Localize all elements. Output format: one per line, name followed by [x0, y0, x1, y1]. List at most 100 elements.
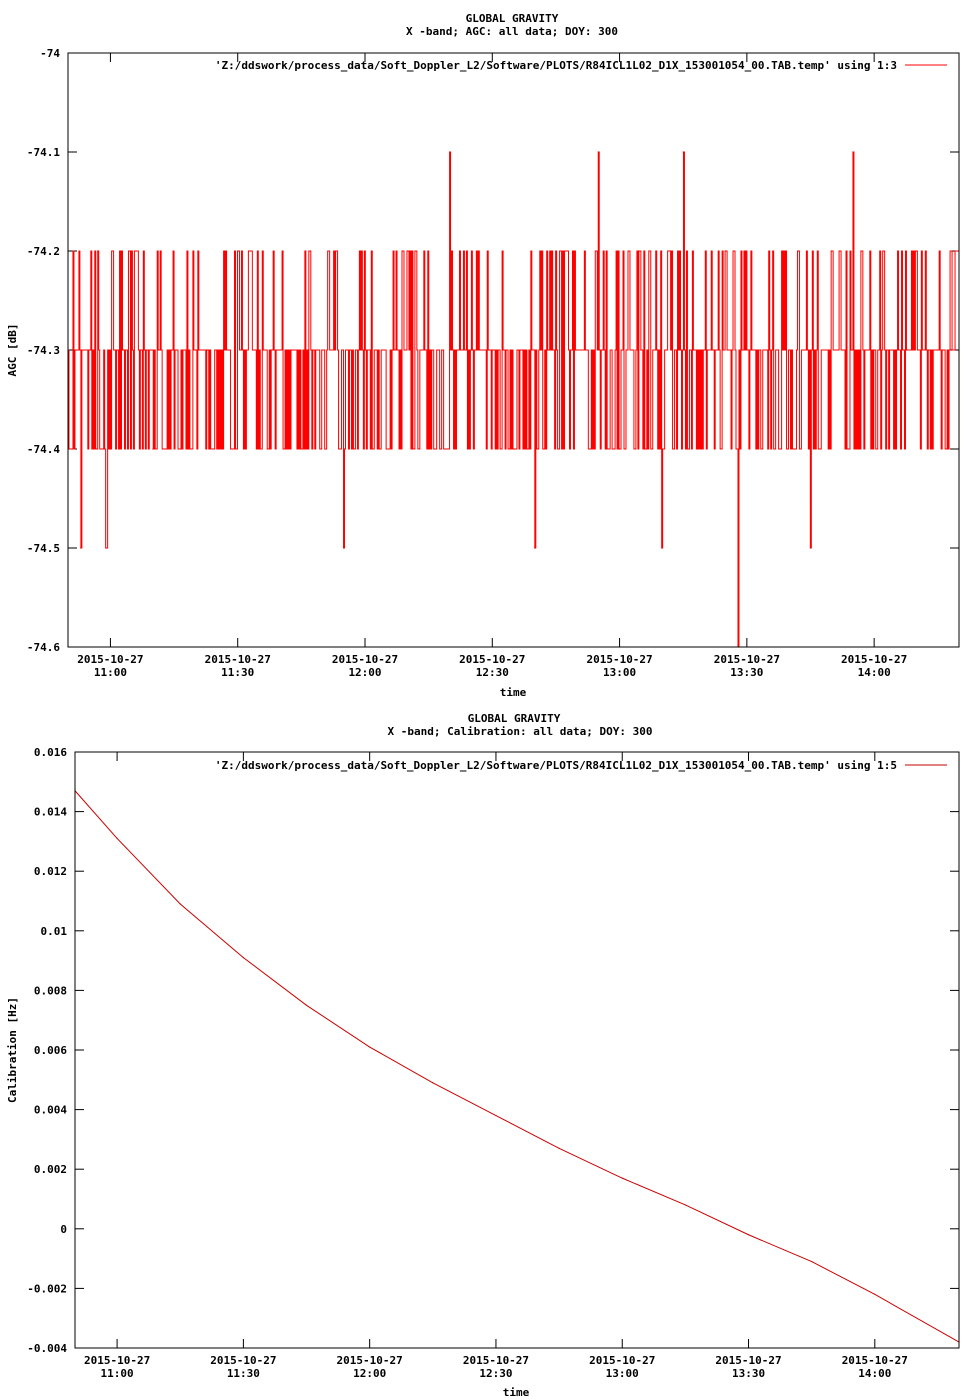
data-point	[682, 151, 684, 153]
data-point	[305, 1004, 308, 1006]
data-point	[343, 547, 345, 549]
chart-subtitle: X -band; Calibration: all data; DOY: 300	[388, 725, 653, 738]
data-point	[873, 349, 875, 351]
data-point	[874, 1293, 876, 1295]
data-point	[534, 547, 536, 549]
x-tick-label-time: 12:30	[476, 666, 509, 679]
data-point	[92, 448, 95, 450]
data-point	[809, 547, 812, 549]
plot-area	[74, 790, 960, 1343]
data-point	[406, 250, 409, 252]
x-tick-label-time: 14:00	[858, 666, 891, 679]
x-tick-label-date: 2015-10-27	[463, 1354, 529, 1367]
data-point	[555, 250, 557, 252]
x-tick-label-time: 11:00	[101, 1367, 134, 1380]
x-tick-label-time: 13:30	[730, 666, 763, 679]
x-tick-label-date: 2015-10-27	[586, 653, 652, 666]
y-ticks: 0.016 0.014 0.012 0.01 0.008 0.006 0.004 0.002 0…	[27, 746, 959, 1355]
data-point	[179, 903, 181, 905]
agc-chart: GLOBAL GRAVITY X -band; AGC: all data; D…	[6, 12, 960, 699]
series-line	[74, 790, 960, 1343]
data-point	[831, 250, 833, 252]
y-tick-label: -74.4	[27, 443, 60, 456]
data-point	[118, 448, 120, 450]
data-point	[152, 448, 154, 450]
calibration-chart: GLOBAL GRAVITY X -band; Calibration: all…	[6, 712, 960, 1399]
data-point	[114, 349, 116, 351]
x-tick-label-time: 11:00	[94, 666, 127, 679]
y-tick-label: 0.016	[34, 746, 67, 759]
y-tick-label: 0.004	[34, 1104, 67, 1117]
plot-frame	[67, 52, 960, 648]
data-point	[369, 1046, 371, 1048]
chart-title: GLOBAL GRAVITY	[466, 12, 559, 25]
data-point	[684, 1204, 686, 1206]
y-tick-label: -74.3	[27, 344, 60, 357]
x-ticks: 2015-10-2711:002015-10-2711:302015-10-27…	[84, 752, 908, 1380]
data-point	[75, 349, 78, 351]
data-point	[915, 250, 918, 252]
x-ticks: 2015-10-2711:002015-10-2711:302015-10-27…	[77, 53, 907, 679]
data-point	[237, 250, 239, 252]
y-tick-label: 0.012	[34, 865, 67, 878]
y-tick-label: 0.01	[41, 925, 68, 938]
data-point	[788, 349, 790, 351]
data-point	[449, 151, 451, 153]
data-point	[122, 349, 124, 351]
y-tick-label: 0.008	[34, 984, 67, 997]
x-tick-label-time: 13:00	[606, 1367, 639, 1380]
y-tick-label: -74.2	[27, 245, 60, 258]
data-point	[80, 547, 82, 549]
y-tick-label: -0.004	[27, 1342, 67, 1355]
data-point	[109, 448, 112, 450]
x-tick-label-date: 2015-10-27	[715, 1354, 781, 1367]
data-point	[242, 957, 244, 959]
data-point	[640, 349, 642, 351]
x-tick-label-date: 2015-10-27	[77, 653, 143, 666]
legend-label: 'Z:/ddswork/process_data/Soft_Doppler_L2…	[215, 759, 897, 772]
x-tick-label-time: 11:30	[221, 666, 254, 679]
x-tick-label-date: 2015-10-27	[337, 1354, 403, 1367]
y-tick-label: 0	[60, 1223, 67, 1236]
data-point	[852, 151, 854, 153]
x-axis-label: time	[500, 686, 527, 699]
x-tick-label-date: 2015-10-27	[714, 653, 780, 666]
x-tick-label-time: 12:00	[348, 666, 381, 679]
x-tick-label-time: 11:30	[227, 1367, 260, 1380]
data-point	[105, 547, 107, 549]
legend-label: 'Z:/ddswork/process_data/Soft_Doppler_L2…	[215, 59, 897, 72]
data-point	[512, 448, 515, 450]
data-point	[101, 448, 103, 450]
data-point	[894, 448, 896, 450]
y-tick-label: 0.006	[34, 1044, 67, 1057]
chart-title: GLOBAL GRAVITY	[468, 712, 561, 725]
x-tick-label-date: 2015-10-27	[205, 653, 271, 666]
data-point	[116, 837, 118, 840]
data-point	[661, 547, 663, 549]
data-point	[621, 1177, 623, 1179]
data-point	[97, 250, 99, 252]
series-line	[68, 151, 960, 648]
x-tick-label-time: 13:00	[603, 666, 636, 679]
y-tick-label: 0.014	[34, 806, 67, 819]
data-point	[937, 349, 939, 351]
x-tick-label-date: 2015-10-27	[332, 653, 398, 666]
data-point	[300, 448, 302, 450]
y-axis-label: AGC [dB]	[6, 324, 19, 377]
y-tick-label: -0.002	[27, 1282, 67, 1295]
data-point	[491, 349, 493, 351]
x-tick-label-date: 2015-10-27	[842, 1354, 908, 1367]
data-point	[364, 349, 366, 351]
x-tick-label-time: 12:30	[479, 1367, 512, 1380]
x-tick-label-date: 2015-10-27	[84, 1354, 150, 1367]
data-point	[703, 349, 706, 351]
data-point	[88, 349, 90, 351]
data-point	[194, 349, 196, 351]
y-tick-label: -74	[40, 47, 60, 60]
y-tick-label: -74.1	[27, 146, 60, 159]
data-point	[618, 448, 621, 450]
x-tick-label-time: 14:00	[858, 1367, 891, 1380]
data-point	[428, 448, 430, 450]
data-point	[432, 1082, 434, 1084]
